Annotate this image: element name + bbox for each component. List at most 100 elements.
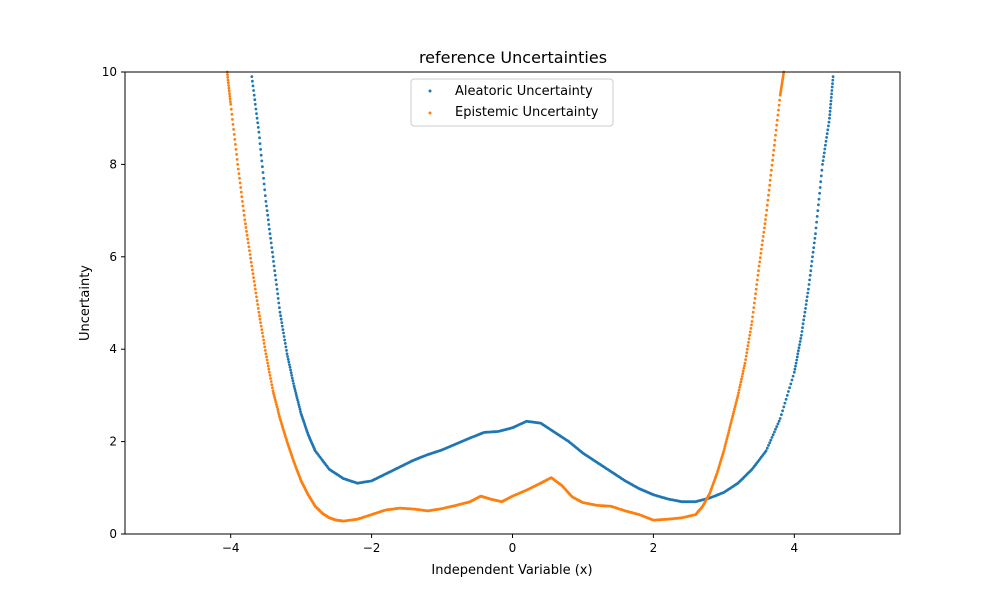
aleatoric-point <box>257 130 261 134</box>
epistemic-point <box>743 364 746 368</box>
epistemic-point <box>747 340 750 344</box>
epistemic-point <box>723 444 727 448</box>
aleatoric-point <box>269 241 273 245</box>
epistemic-point <box>733 407 736 411</box>
epistemic-point <box>763 226 766 230</box>
epistemic-point <box>771 153 775 157</box>
epistemic-point <box>770 163 774 167</box>
aleatoric-point <box>817 197 821 201</box>
epistemic-point <box>269 380 273 383</box>
aleatoric-point <box>787 390 790 393</box>
aleatoric-point <box>289 368 292 372</box>
aleatoric-point <box>255 116 259 120</box>
epistemic-point <box>250 264 254 268</box>
epistemic-point <box>724 442 727 446</box>
epistemic-point <box>251 268 254 272</box>
epistemic-point <box>234 143 237 146</box>
epistemic-point <box>770 168 773 172</box>
aleatoric-point <box>266 218 270 222</box>
aleatoric-point <box>799 337 803 340</box>
epistemic-point <box>777 108 780 112</box>
epistemic-point <box>732 410 736 413</box>
aleatoric-point <box>784 397 788 401</box>
x-tick-label: −2 <box>363 541 381 555</box>
epistemic-point <box>758 256 762 259</box>
aleatoric-point <box>253 102 257 106</box>
epistemic-point <box>244 226 248 229</box>
aleatoric-point <box>765 446 769 450</box>
epistemic-point <box>249 260 253 264</box>
epistemic-point <box>256 307 260 310</box>
aleatoric-point <box>266 213 270 217</box>
aleatoric-point <box>287 360 291 364</box>
aleatoric-point <box>815 215 819 218</box>
epistemic-point <box>753 301 756 305</box>
aleatoric-point <box>825 136 828 139</box>
epistemic-point <box>229 102 233 106</box>
epistemic-point <box>756 273 760 277</box>
epistemic-point <box>263 349 267 352</box>
aleatoric-point <box>829 96 833 99</box>
aleatoric-point <box>771 433 775 437</box>
aleatoric-point <box>808 278 811 282</box>
epistemic-point <box>764 213 768 217</box>
epistemic-point <box>731 412 735 416</box>
epistemic-point <box>744 358 747 361</box>
x-axis-ticks: −4 −2 0 2 4 <box>222 534 798 555</box>
epistemic-point <box>758 260 762 264</box>
aleatoric-point <box>272 264 276 268</box>
epistemic-point <box>239 186 243 189</box>
aleatoric-point <box>798 340 802 343</box>
epistemic-point <box>760 247 763 251</box>
aleatoric-point <box>819 174 823 178</box>
epistemic-point <box>738 383 742 386</box>
aleatoric-point <box>792 370 796 374</box>
aleatoric-point <box>818 191 821 195</box>
y-axis-label: Uncertainty <box>78 265 93 341</box>
aleatoric-point <box>819 180 823 184</box>
epistemic-point <box>231 123 235 126</box>
epistemic-point <box>747 337 751 341</box>
chart-title: reference Uncertainties <box>419 48 607 67</box>
epistemic-point <box>242 209 246 213</box>
aleatoric-point <box>778 417 782 420</box>
epistemic-point <box>275 405 279 409</box>
aleatoric-point <box>281 328 285 331</box>
aleatoric-point <box>271 250 274 254</box>
epistemic-point <box>768 178 772 182</box>
epistemic-point <box>253 283 257 287</box>
y-tick-label: 6 <box>109 250 117 264</box>
aleatoric-point <box>810 260 814 263</box>
aleatoric-point <box>282 331 285 335</box>
aleatoric-point <box>298 407 302 411</box>
aleatoric-point <box>773 430 776 434</box>
epistemic-point <box>246 241 250 245</box>
epistemic-point <box>755 283 759 286</box>
aleatoric-point <box>797 346 801 350</box>
aleatoric-point <box>275 283 278 286</box>
aleatoric-point <box>814 226 818 230</box>
aleatoric-point <box>292 382 295 385</box>
epistemic-point <box>248 253 252 256</box>
epistemic-point <box>761 235 765 238</box>
aleatoric-point <box>283 338 287 342</box>
aleatoric-point <box>294 391 298 395</box>
epistemic-point <box>726 433 730 437</box>
epistemic-point <box>237 172 241 176</box>
aleatoric-point <box>794 361 798 365</box>
epistemic-point <box>743 361 747 365</box>
aleatoric-point <box>270 246 274 250</box>
aleatoric-point <box>830 92 833 96</box>
aleatoric-point <box>801 322 805 326</box>
aleatoric-point <box>279 317 283 321</box>
epistemic-point <box>262 342 266 345</box>
aleatoric-point <box>268 227 271 231</box>
epistemic-point <box>772 148 776 152</box>
aleatoric-point <box>789 382 793 386</box>
aleatoric-point <box>824 139 828 143</box>
y-tick-label: 2 <box>109 435 117 449</box>
epistemic-point <box>739 380 743 384</box>
aleatoric-point <box>831 78 835 82</box>
epistemic-point <box>256 303 260 306</box>
epistemic-point <box>234 148 238 151</box>
